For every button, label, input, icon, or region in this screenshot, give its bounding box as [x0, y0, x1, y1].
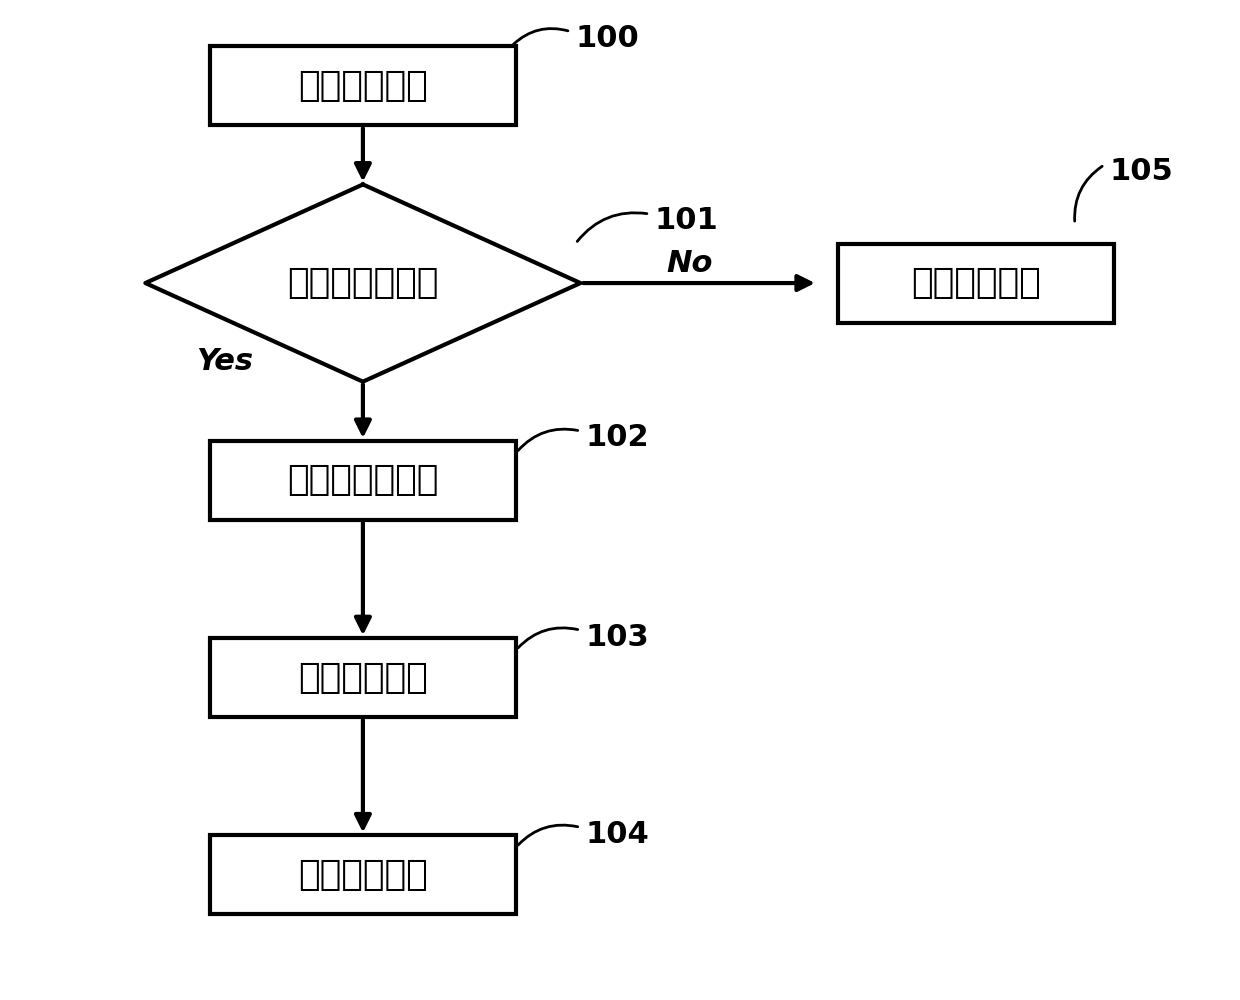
Text: No: No — [666, 249, 713, 278]
Text: 同步卡帐户信息: 同步卡帐户信息 — [288, 463, 439, 497]
Text: 101: 101 — [655, 206, 718, 235]
Text: 返回成功信息: 返回成功信息 — [298, 858, 428, 892]
Text: Yes: Yes — [196, 347, 253, 376]
Text: 103: 103 — [585, 623, 649, 652]
Text: 102: 102 — [585, 423, 649, 452]
Bar — [210, 638, 516, 717]
Text: 数据同步请求: 数据同步请求 — [298, 69, 428, 103]
Bar — [837, 244, 1115, 322]
Bar — [210, 441, 516, 520]
Text: 返回失败信息: 返回失败信息 — [911, 266, 1040, 300]
Bar — [210, 835, 516, 914]
Bar — [210, 46, 516, 125]
Polygon shape — [145, 184, 580, 382]
Text: 104: 104 — [585, 820, 650, 849]
Text: 代授权系统可用: 代授权系统可用 — [288, 266, 439, 300]
Text: 105: 105 — [1110, 157, 1173, 186]
Text: 同步密钥信息: 同步密钥信息 — [298, 661, 428, 695]
Text: 100: 100 — [575, 24, 640, 53]
